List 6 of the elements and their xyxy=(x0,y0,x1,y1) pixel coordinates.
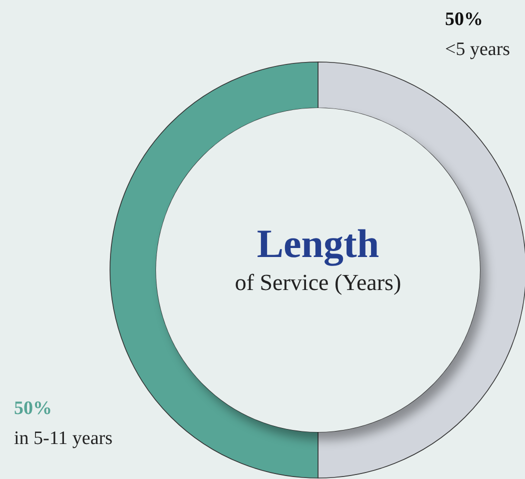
data-label: 50% xyxy=(445,8,484,32)
slice-label: <5 years xyxy=(445,38,510,62)
text: Length xyxy=(256,220,380,268)
data-label: 50% xyxy=(14,397,53,421)
slice-label: in 5-11 years xyxy=(14,427,112,451)
text: of Service (Years) xyxy=(234,269,402,297)
